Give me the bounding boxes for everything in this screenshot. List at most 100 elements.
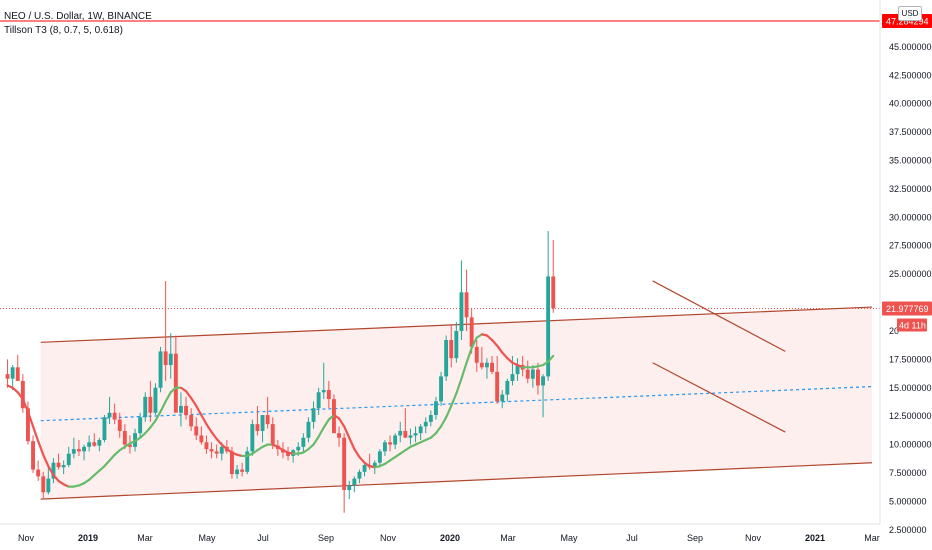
time-axis[interactable]: Nov 2019 Mar May Jul Sep Nov 2020 Mar May Jul Sep No… <box>0 523 880 543</box>
x-tick-label: Nov <box>745 533 762 543</box>
t3-segment <box>113 449 121 456</box>
candle-body <box>36 469 41 477</box>
price-axis[interactable]: 45.000000 42.500000 40.000000 37.500000 35.0… <box>879 0 932 550</box>
candle-body <box>102 417 107 441</box>
x-tick-label: Sep <box>687 533 703 543</box>
t3-segment <box>547 354 555 363</box>
indicator-label[interactable]: Tillson T3 (8, 0.7, 5, 0.618) <box>4 25 123 36</box>
candle-body <box>143 396 148 418</box>
candle-body <box>352 478 357 486</box>
t3-segment <box>450 392 458 408</box>
candle-body <box>459 292 464 331</box>
y-tick-label: 5.000000 <box>889 496 927 506</box>
x-tick-label: May <box>560 533 578 543</box>
y-tick-label: 7.500000 <box>889 468 927 478</box>
tillson-t3-line <box>6 333 555 488</box>
x-tick-label: May <box>198 533 216 543</box>
candle-body <box>270 424 275 446</box>
candle-body <box>337 433 341 438</box>
candle-body <box>418 426 423 434</box>
countdown-bg <box>897 318 927 332</box>
candle-body <box>316 392 321 409</box>
x-tick-label: Jul <box>626 533 638 543</box>
candle-body <box>92 442 97 446</box>
t3-segment <box>506 357 514 364</box>
candle-body <box>530 369 535 379</box>
y-tick-label: 12.500000 <box>889 411 932 421</box>
y-tick-label: 40.000000 <box>889 99 932 109</box>
candle-body <box>56 462 61 468</box>
y-tick-label: 30.000000 <box>889 212 932 222</box>
t3-segment <box>215 437 223 446</box>
candle-body <box>383 442 387 452</box>
t3-segment <box>434 425 443 435</box>
x-tick-label: 2019 <box>78 533 98 543</box>
symbol-title[interactable]: NEO / U.S. Dollar, 1W, BINANCE <box>4 11 152 22</box>
candle-body <box>10 367 15 379</box>
candle-body <box>423 421 428 427</box>
y-tick-label: 42.500000 <box>889 70 932 80</box>
candle-body <box>454 330 459 359</box>
t3-segment <box>103 459 111 468</box>
candle-body <box>474 346 479 363</box>
candle-body <box>41 476 46 493</box>
t3-segment <box>496 344 504 354</box>
candle-body <box>61 465 66 468</box>
candle-body <box>388 442 392 445</box>
t3-segment <box>21 398 30 413</box>
candle-body <box>112 412 117 420</box>
t3-segment <box>205 423 213 434</box>
candle-body <box>326 390 331 400</box>
candle-body <box>240 469 245 472</box>
y-tick-label: 27.500000 <box>889 241 932 251</box>
candle-body <box>66 453 71 466</box>
candle-body <box>71 449 76 454</box>
candle-body <box>464 292 469 318</box>
currency-button[interactable]: USD <box>898 6 922 21</box>
candle-body <box>117 419 122 431</box>
candle-body <box>122 430 127 445</box>
t3-segment <box>353 448 361 459</box>
candle-body <box>546 276 551 377</box>
t3-segment <box>445 404 453 419</box>
t3-segment <box>322 418 330 429</box>
flag-lower-line <box>652 362 786 433</box>
flag-upper-line <box>652 280 786 352</box>
t3-segment <box>465 346 473 364</box>
candle-body <box>153 387 158 413</box>
candle-body <box>107 412 112 418</box>
y-tick-label: 17.500000 <box>889 354 932 364</box>
x-tick-label: 2021 <box>805 533 825 543</box>
t3-segment <box>149 419 157 429</box>
t3-segment <box>429 432 438 439</box>
t3-segment <box>200 413 208 426</box>
t3-segment <box>312 435 320 446</box>
candle-body <box>189 415 194 427</box>
t3-segment <box>154 410 162 422</box>
candle-body <box>31 441 35 470</box>
candle-body <box>209 449 214 452</box>
candle-body <box>398 430 403 436</box>
candle-body <box>551 276 556 309</box>
candle-body <box>403 430 408 438</box>
candle-body <box>469 317 474 347</box>
channel-mid-line <box>40 386 873 422</box>
candle-body <box>372 462 377 468</box>
t3-segment <box>31 425 40 443</box>
x-tick-label: Mar <box>500 533 516 543</box>
t3-segment <box>139 432 147 439</box>
current-price-label-bg <box>882 301 932 316</box>
candle-body <box>413 433 418 436</box>
candle-body <box>515 365 520 375</box>
t3-segment <box>460 361 468 380</box>
candle-body <box>306 421 311 438</box>
candle-body <box>255 424 260 431</box>
candle-body <box>428 415 433 422</box>
t3-segment <box>195 404 203 417</box>
candle-body <box>26 408 30 442</box>
candle-body <box>214 451 219 454</box>
candle-body <box>301 437 306 447</box>
x-tick-label: Mar <box>137 533 153 543</box>
candle-body <box>173 353 178 413</box>
